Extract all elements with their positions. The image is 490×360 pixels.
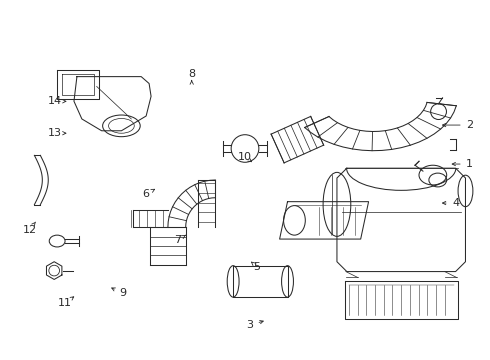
Text: 3: 3 [246,320,253,330]
Text: 8: 8 [188,69,196,79]
Text: 7: 7 [173,235,181,245]
Text: 5: 5 [254,262,261,272]
Text: 4: 4 [452,198,459,208]
Text: 1: 1 [466,159,473,169]
Text: 6: 6 [142,189,149,199]
Text: 13: 13 [48,128,62,138]
Text: 11: 11 [58,298,72,309]
Text: 2: 2 [466,120,473,130]
Text: 14: 14 [48,96,62,106]
Text: 9: 9 [120,288,126,298]
Text: 12: 12 [23,225,36,235]
Text: 10: 10 [238,152,252,162]
